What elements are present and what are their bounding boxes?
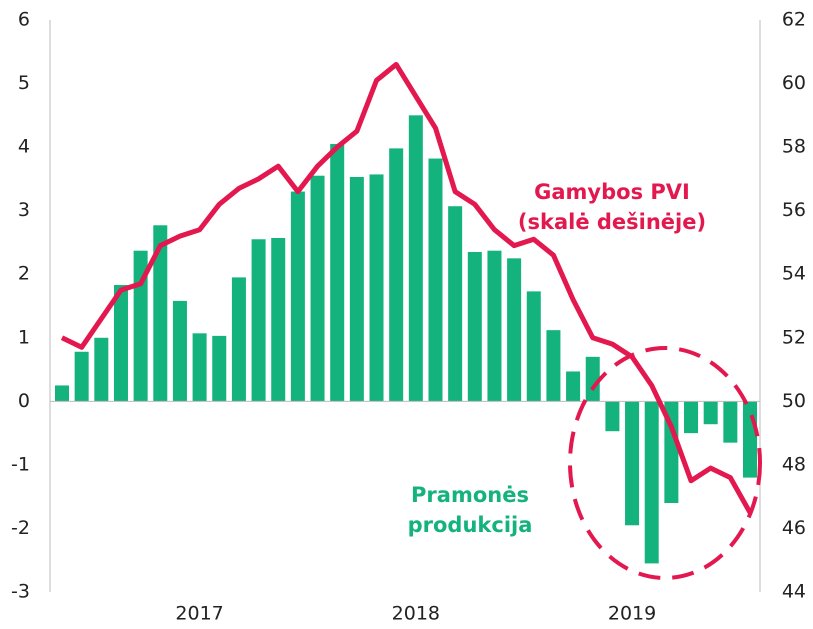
bar (133, 250, 148, 402)
bar (172, 300, 187, 402)
x-tick-label: 2018 (392, 603, 440, 625)
bar (271, 237, 286, 402)
y2-tick-label: 52 (782, 326, 806, 348)
bar (585, 356, 600, 402)
annotation: Pramonės (411, 483, 529, 507)
y-tick-label: 1 (18, 326, 30, 348)
bar (684, 401, 699, 434)
bar (507, 258, 522, 402)
bar (310, 175, 325, 402)
y2-tick-label: 46 (782, 517, 806, 539)
y-tick-label: -3 (11, 581, 30, 603)
bar (605, 401, 620, 432)
y-tick-label: -2 (11, 517, 30, 539)
bar (231, 277, 246, 402)
bar (330, 143, 345, 402)
y2-tick-label: 44 (782, 581, 806, 603)
bar (448, 206, 463, 402)
y2-tick-label: 60 (782, 72, 806, 94)
y2-tick-label: 54 (782, 263, 806, 285)
y-tick-label: 4 (18, 136, 30, 158)
bar (153, 225, 168, 402)
line (60, 61, 753, 514)
y-tick-label: 2 (18, 263, 30, 285)
bar (566, 371, 581, 402)
bar (546, 330, 561, 402)
bar (526, 291, 541, 402)
bar (703, 401, 718, 425)
y2-tick-label: 50 (782, 390, 806, 412)
bar (349, 176, 364, 402)
bar (290, 191, 305, 402)
bar (664, 401, 679, 504)
y2-tick-label: 62 (782, 9, 806, 31)
bar (212, 335, 227, 402)
y-tick-label: 6 (18, 9, 30, 31)
y2-tick-label: 48 (782, 453, 806, 475)
y-tick-label: 0 (18, 390, 30, 412)
bar (408, 115, 423, 402)
bar (251, 239, 266, 402)
x-tick-label: 2019 (608, 603, 656, 625)
bar (723, 401, 738, 443)
y-tick-label: 3 (18, 199, 30, 221)
y2-tick-label: 56 (782, 199, 806, 221)
bar (74, 351, 89, 402)
bar (192, 333, 207, 402)
bar (625, 401, 640, 526)
x-tick-label: 2017 (175, 603, 223, 625)
bar (428, 158, 443, 402)
bar (743, 401, 757, 478)
highlight-circle (568, 346, 762, 580)
bar (369, 174, 384, 402)
bar (467, 251, 482, 402)
bar (487, 250, 502, 402)
annotation: Gamybos PVI (534, 180, 690, 204)
bar (94, 337, 109, 402)
y-tick-label: -1 (11, 453, 30, 475)
bar (55, 385, 69, 402)
bar (113, 285, 128, 402)
y2-tick-label: 58 (782, 136, 806, 158)
bar (389, 148, 404, 402)
annotation: produkcija (408, 513, 533, 537)
bar (644, 401, 659, 564)
annotation: (skalė dešinėje) (518, 210, 706, 234)
y-tick-label: 5 (18, 72, 30, 94)
